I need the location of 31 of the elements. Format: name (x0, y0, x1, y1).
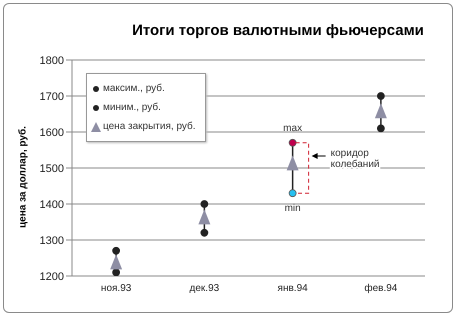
x-tick-label: ноя.93 (100, 283, 132, 294)
legend-label: цена закрытия, руб. (103, 121, 196, 132)
annotation: max (283, 122, 302, 134)
point (112, 246, 120, 255)
annotation: min (284, 203, 301, 214)
y-tick-label: 1800 (40, 54, 64, 67)
y-tick-label: 1300 (40, 234, 64, 247)
point (288, 138, 297, 147)
point (376, 92, 385, 100)
y-tick-label: 1200 (40, 270, 64, 283)
legend-label: миним., руб. (103, 102, 161, 113)
point (200, 200, 208, 208)
point (286, 155, 299, 170)
x-tick-label: янв.94 (278, 283, 308, 294)
y-tick-label: 1500 (40, 162, 64, 175)
point (112, 268, 120, 276)
legend-label: максим., руб. (103, 83, 165, 94)
y-tick-label: 1600 (40, 126, 64, 139)
point (374, 103, 387, 118)
point (376, 124, 385, 132)
point (200, 228, 208, 237)
x-tick-label: дек.93 (190, 283, 220, 294)
chart-title: Итоги торгов валютными фьючерсами (131, 22, 425, 39)
point (288, 189, 297, 198)
point (110, 254, 122, 270)
y-axis-title: цена за доллар, руб. (18, 126, 29, 228)
x-tick-label: фев.94 (364, 283, 398, 294)
point (198, 209, 210, 224)
y-tick-label: 1400 (40, 198, 64, 211)
y-tick-label: 1700 (40, 90, 64, 103)
annotation: коридор колебаний (330, 148, 380, 170)
